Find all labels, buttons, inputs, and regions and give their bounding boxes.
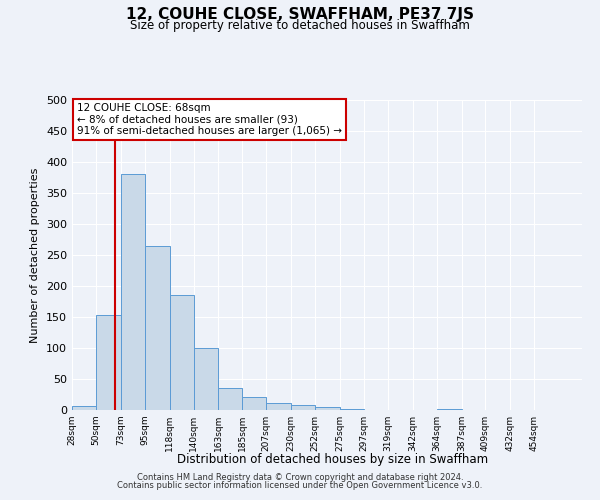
Bar [218, 388, 242, 410]
Bar [315, 407, 340, 410]
Y-axis label: Number of detached properties: Number of detached properties [31, 168, 40, 342]
Bar [72, 406, 96, 410]
Bar [242, 397, 266, 410]
Text: Size of property relative to detached houses in Swaffham: Size of property relative to detached ho… [130, 18, 470, 32]
Text: Contains HM Land Registry data © Crown copyright and database right 2024.: Contains HM Land Registry data © Crown c… [137, 472, 463, 482]
Text: Contains public sector information licensed under the Open Government Licence v3: Contains public sector information licen… [118, 481, 482, 490]
Text: Distribution of detached houses by size in Swaffham: Distribution of detached houses by size … [178, 452, 488, 466]
Bar [291, 405, 315, 410]
Bar [121, 174, 145, 410]
Bar [145, 246, 170, 410]
Bar [170, 296, 194, 410]
Text: 12 COUHE CLOSE: 68sqm
← 8% of detached houses are smaller (93)
91% of semi-detac: 12 COUHE CLOSE: 68sqm ← 8% of detached h… [77, 103, 342, 136]
Bar [194, 348, 218, 410]
Text: 12, COUHE CLOSE, SWAFFHAM, PE37 7JS: 12, COUHE CLOSE, SWAFFHAM, PE37 7JS [126, 8, 474, 22]
Bar [96, 315, 121, 410]
Bar [266, 402, 291, 410]
